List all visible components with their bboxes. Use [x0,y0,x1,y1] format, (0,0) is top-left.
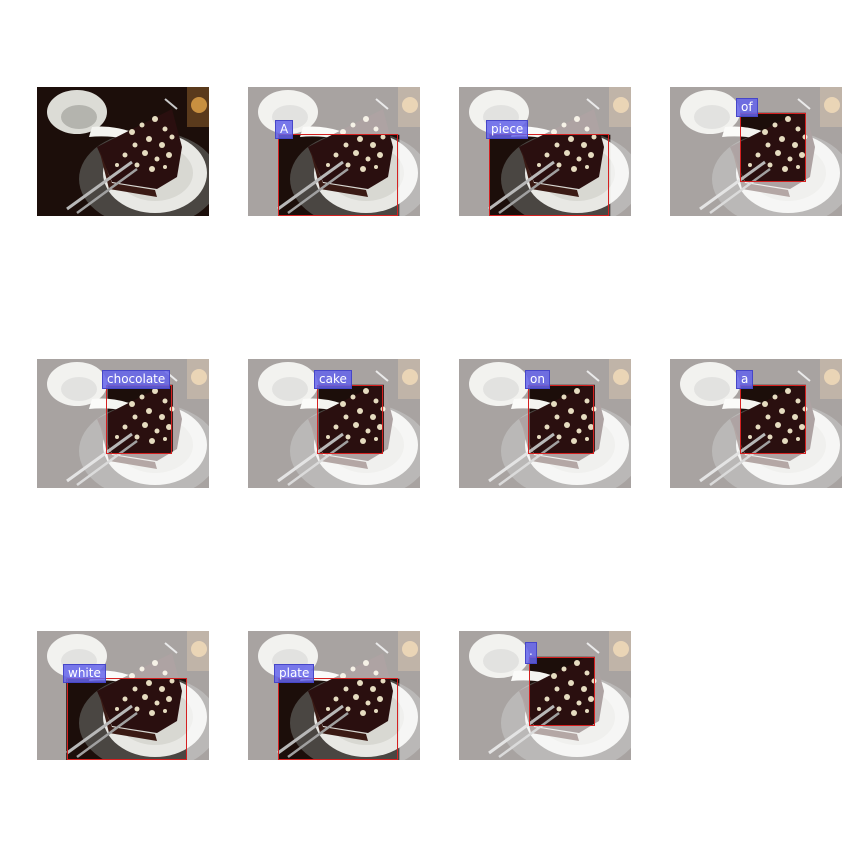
word-tag: . [525,642,537,664]
panel-word-period: . [459,631,631,760]
panel-word-white: white [37,631,209,760]
word-tag: A [275,120,294,139]
word-tag: of [736,98,758,117]
bounding-box [106,385,172,454]
panel-word-piece: piece [459,87,631,216]
panel-word-plate: plate [248,631,420,760]
panel-word-on: on [459,359,631,488]
word-tag: cake [314,370,352,389]
bounding-box [317,385,383,454]
bounding-box [278,134,398,216]
bounding-box [489,134,609,216]
word-tag: chocolate [102,370,171,389]
panel-word-a-lower: a [670,359,842,488]
bounding-box [528,385,594,454]
panel-word-cake: cake [248,359,420,488]
panel-original [37,87,209,216]
bounding-box [278,678,398,760]
word-tag: on [525,370,550,389]
bounding-box [740,385,806,454]
bounding-box [529,657,595,726]
bounding-box [67,678,187,760]
panel-word-of: of [670,87,842,216]
panel-word-chocolate: chocolate [37,359,209,488]
word-tag: piece [486,120,529,139]
bounding-box [740,113,806,182]
word-tag: a [736,370,754,389]
word-tag: plate [274,664,315,683]
panel-word-a: A [248,87,420,216]
cake-photo [37,87,209,216]
word-tag: white [63,664,106,683]
